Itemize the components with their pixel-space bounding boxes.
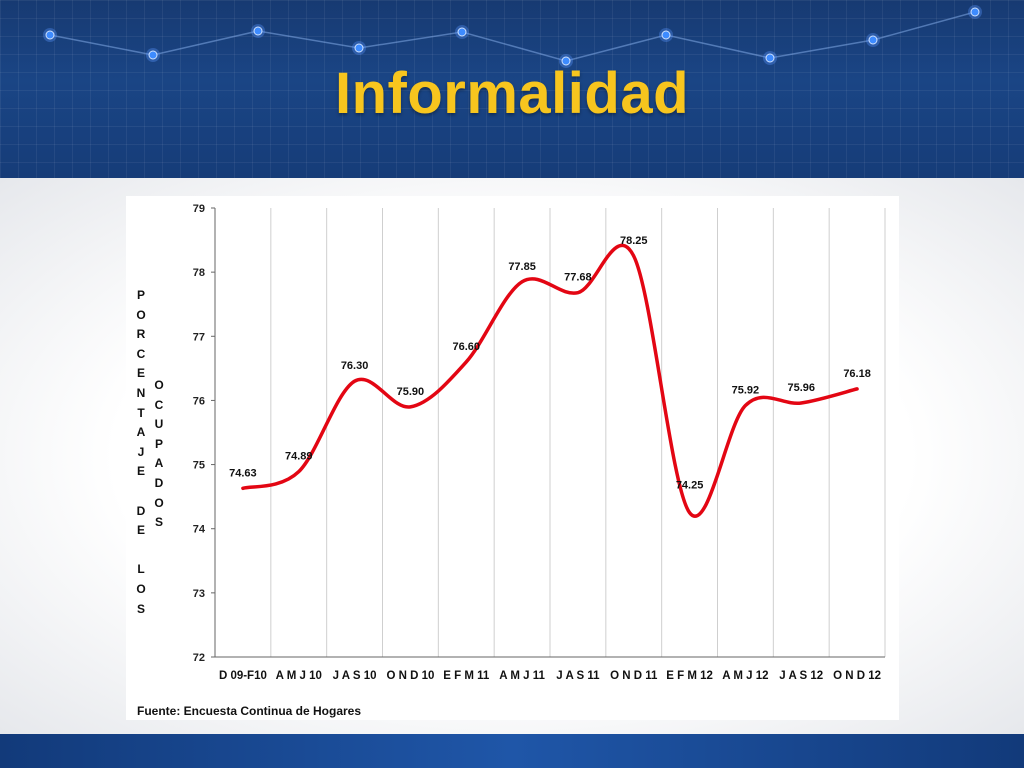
y-axis-label-letter: D — [136, 503, 146, 518]
x-tick-label: O N D 11 — [610, 670, 658, 682]
y-axis-label-letter: O — [136, 581, 146, 596]
x-tick-label: E F M 11 — [443, 670, 490, 682]
x-tick-label: J A S 11 — [556, 670, 600, 682]
x-tick-label: A M J 11 — [499, 670, 545, 682]
y-axis-label-letter: A — [136, 425, 146, 440]
y-tick-label: 79 — [193, 203, 205, 215]
decoration-node — [765, 53, 775, 63]
y-axis-label-letter: O — [136, 307, 146, 322]
x-tick-label: J A S 12 — [779, 670, 823, 682]
x-tick-label: E F M 12 — [666, 670, 713, 682]
y-axis-label-letter — [132, 541, 150, 561]
data-label: 74.89 — [285, 451, 313, 463]
y-axis-label-letter: C — [154, 397, 164, 412]
line-chart: 72 73 74 75 76 77 78 79 D 09-F10 A M J 10 J A S 10… — [193, 203, 886, 682]
decoration-node — [45, 30, 55, 40]
data-label: 75.90 — [397, 386, 425, 398]
y-axis-label-letter: L — [137, 562, 145, 577]
y-tick-label: 73 — [193, 588, 205, 600]
data-label: 77.68 — [564, 272, 592, 284]
data-label: 74.63 — [229, 467, 257, 479]
data-point — [408, 405, 412, 409]
series-line — [241, 243, 859, 518]
y-tick-label: 75 — [193, 460, 205, 472]
y-axis-label-letter: A — [154, 456, 164, 471]
y-axis-label-letter: J — [137, 444, 145, 459]
decoration-node — [148, 50, 158, 60]
y-axis-label-letter: O — [154, 495, 164, 510]
slide-footer — [0, 734, 1024, 768]
data-point — [464, 360, 468, 364]
y-axis-label-letter: S — [154, 515, 163, 530]
y-axis-label-letter — [132, 482, 150, 502]
slide-header: Informalidad — [0, 0, 1024, 178]
y-axis-label-letter: N — [136, 385, 146, 400]
y-tick-label: 74 — [193, 524, 206, 536]
data-point — [241, 486, 245, 490]
decoration-node — [868, 35, 878, 45]
data-label: 76.18 — [843, 368, 871, 380]
y-axis-label-letter: D — [154, 475, 164, 490]
y-axis-label-letter: P — [136, 288, 145, 302]
y-axis-label-letter: E — [136, 523, 145, 538]
x-tick-label: J A S 10 — [333, 670, 377, 682]
data-label: 75.96 — [787, 382, 815, 394]
x-tick-label: O N D 12 — [833, 670, 881, 682]
data-point — [297, 470, 301, 474]
y-tick-label: 77 — [193, 331, 205, 343]
data-label: 74.25 — [676, 480, 704, 492]
decoration-node — [457, 27, 467, 37]
y-axis-label-letter: R — [136, 327, 146, 342]
data-point — [688, 511, 692, 515]
decoration-node — [661, 30, 671, 40]
chart-panel: 72 73 74 75 76 77 78 79 D 09-F10 A M J 10 J A S 10… — [126, 196, 899, 720]
data-point — [855, 387, 859, 391]
header-grid-pattern — [0, 0, 1024, 178]
y-tick-label: 76 — [193, 395, 205, 407]
y-axis-label-letter: U — [154, 417, 164, 432]
y-axis-label-letter: S — [136, 601, 145, 616]
decoration-node — [970, 7, 980, 17]
data-point — [520, 280, 524, 284]
data-label: 77.85 — [508, 261, 536, 273]
decoration-line — [49, 11, 976, 62]
data-label: 75.92 — [732, 385, 760, 397]
decoration-node — [354, 43, 364, 53]
data-point — [576, 291, 580, 295]
decoration-node — [253, 26, 263, 36]
data-point — [353, 379, 357, 383]
data-label: 76.60 — [452, 341, 480, 353]
y-axis-label-letter: C — [136, 346, 146, 361]
y-axis-label-letter: T — [137, 405, 145, 420]
x-tick-label: A M J 12 — [722, 670, 768, 682]
y-tick-label: 78 — [193, 267, 205, 279]
y-axis-label-letter: P — [154, 436, 163, 451]
data-point — [632, 254, 636, 258]
data-label: 78.25 — [620, 235, 648, 247]
source-note: Fuente: Encuesta Continua de Hogares — [137, 704, 362, 718]
y-axis-label-letter: E — [136, 464, 145, 479]
x-tick-label: D 09-F10 — [219, 670, 267, 682]
decoration-node — [561, 56, 571, 66]
header-decoration — [43, 5, 982, 68]
x-tick-label: A M J 10 — [276, 670, 322, 682]
data-point — [799, 401, 803, 405]
slide-title: Informalidad — [334, 61, 690, 126]
data-label: 76.30 — [341, 360, 369, 372]
y-axis-label-letter: O — [154, 378, 164, 392]
x-tick-label: O N D 10 — [386, 670, 434, 682]
data-point — [743, 404, 747, 408]
y-tick-label: 72 — [193, 652, 205, 664]
y-axis-label-letter: E — [136, 366, 145, 381]
